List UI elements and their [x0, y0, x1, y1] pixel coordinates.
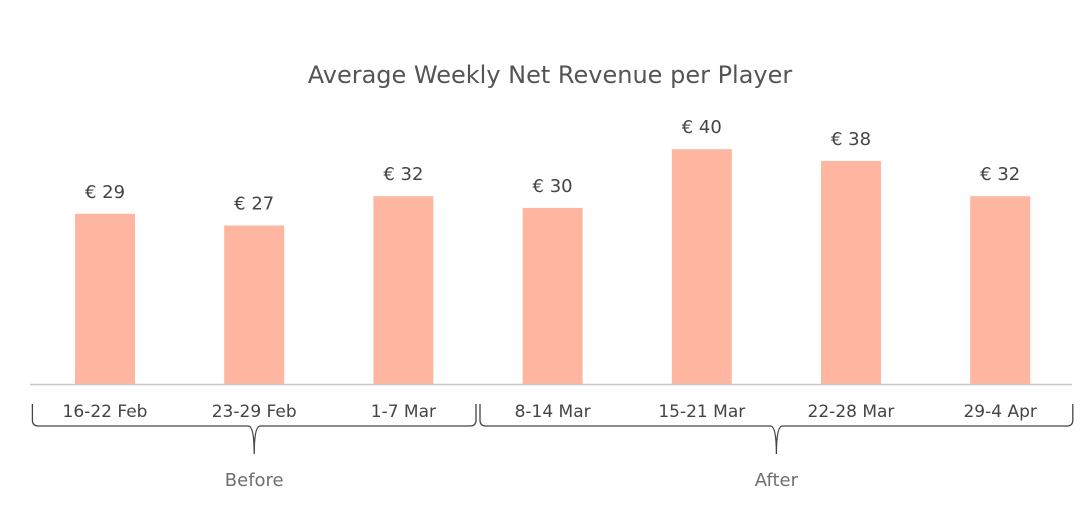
group-label-before: Before: [225, 470, 284, 491]
chart-title: Average Weekly Net Revenue per Player: [308, 61, 793, 89]
group-braces: Before After: [31, 404, 1074, 491]
bar-6: [821, 160, 881, 384]
x-tick-label-3: 1-7 Mar: [371, 402, 436, 422]
group-label-after: After: [755, 470, 799, 491]
x-tick-label-1: 16-22 Feb: [63, 402, 148, 422]
bar-7: [970, 196, 1031, 384]
bar-2: [224, 225, 285, 384]
group-brace-1: [31, 404, 477, 455]
bar-5: [671, 149, 732, 384]
bar-value-label-1: € 29: [85, 182, 125, 203]
bar-3: [373, 196, 434, 384]
x-tick-label-7: 29-4 Apr: [963, 402, 1036, 422]
bar-value-label-7: € 32: [980, 164, 1020, 185]
bar-4: [522, 207, 583, 384]
bar-value-label-4: € 30: [533, 176, 573, 197]
bar-value-label-3: € 32: [383, 164, 423, 185]
group-brace-2: [479, 404, 1074, 455]
bar-value-label-2: € 27: [234, 194, 274, 215]
bar-value-label-5: € 40: [682, 117, 722, 138]
bar-1: [75, 213, 135, 384]
bar-value-label-6: € 38: [831, 129, 871, 150]
x-tick-label-5: 15-21 Mar: [658, 402, 745, 422]
x-tick-label-2: 23-29 Feb: [212, 402, 297, 422]
bars-group: € 29 € 27 € 32 € 30 € 40 € 38 € 32: [75, 117, 1031, 384]
x-tick-label-4: 8-14 Mar: [515, 402, 591, 422]
x-tick-labels: 16-22 Feb 23-29 Feb 1-7 Mar 8-14 Mar 15-21 M…: [63, 402, 1037, 422]
x-tick-label-6: 22-28 Mar: [808, 402, 895, 422]
